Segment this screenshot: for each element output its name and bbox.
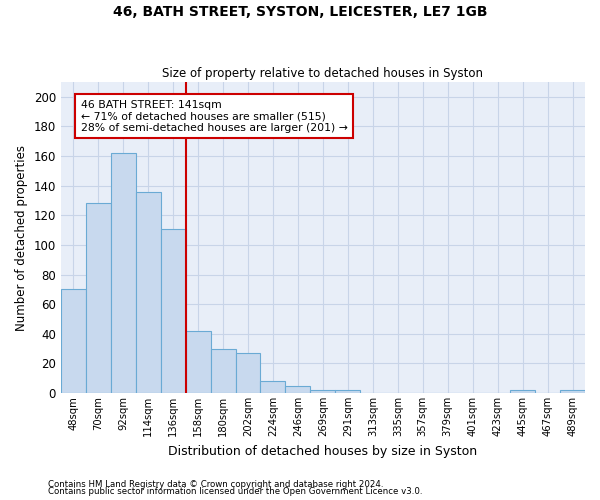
Text: 46, BATH STREET, SYSTON, LEICESTER, LE7 1GB: 46, BATH STREET, SYSTON, LEICESTER, LE7 …: [113, 5, 487, 19]
Bar: [185, 331, 211, 393]
Bar: [286, 386, 310, 393]
Bar: [310, 390, 335, 393]
Bar: [335, 390, 361, 393]
Y-axis label: Number of detached properties: Number of detached properties: [15, 144, 28, 330]
Bar: [86, 204, 111, 393]
Bar: [111, 153, 136, 393]
Text: Contains HM Land Registry data © Crown copyright and database right 2024.: Contains HM Land Registry data © Crown c…: [48, 480, 383, 489]
Bar: [211, 348, 236, 393]
Bar: [560, 390, 585, 393]
Bar: [136, 192, 161, 393]
Text: Contains public sector information licensed under the Open Government Licence v3: Contains public sector information licen…: [48, 488, 422, 496]
Bar: [236, 353, 260, 393]
Bar: [61, 290, 86, 393]
Bar: [260, 381, 286, 393]
Text: 46 BATH STREET: 141sqm
← 71% of detached houses are smaller (515)
28% of semi-de: 46 BATH STREET: 141sqm ← 71% of detached…: [81, 100, 347, 133]
Bar: [161, 228, 185, 393]
Title: Size of property relative to detached houses in Syston: Size of property relative to detached ho…: [163, 66, 484, 80]
Bar: [510, 390, 535, 393]
X-axis label: Distribution of detached houses by size in Syston: Distribution of detached houses by size …: [169, 444, 478, 458]
